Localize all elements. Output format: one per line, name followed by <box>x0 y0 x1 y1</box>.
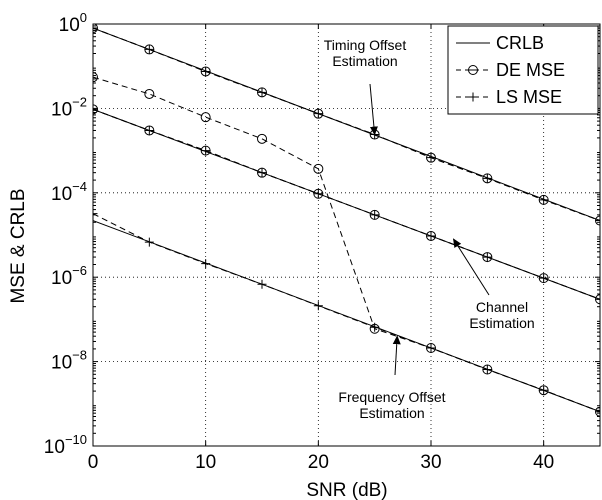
de-mse-frequency-point <box>200 112 211 123</box>
x-tick-label: 10 <box>195 452 216 473</box>
ls-mse-channel-point <box>539 273 549 283</box>
ls-mse-timing-point <box>201 66 211 76</box>
ls-mse-timing-point <box>539 195 549 205</box>
annotation-timing-offset-text: Timing Offset Estimation <box>324 37 407 69</box>
ls-mse-channel-point <box>482 252 492 262</box>
ls-mse-channel-point <box>201 146 211 156</box>
x-tick-label: 20 <box>308 452 329 473</box>
annotations: Timing Offset Estimation Channel Estimation… <box>324 37 535 421</box>
x-tick-label: 30 <box>420 452 441 473</box>
y-tick-label: 10−10 <box>44 432 87 458</box>
ls-mse-timing-point <box>482 173 492 183</box>
legend-label-de-mse: DE MSE <box>496 60 565 80</box>
x-tick-label: 40 <box>533 452 554 473</box>
ls-mse-frequency-point <box>257 279 267 289</box>
ls-mse-channel-line <box>93 108 600 300</box>
y-axis-title: MSE & CRLB <box>8 188 29 303</box>
ls-mse-channel-point <box>313 189 323 199</box>
y-tick-label: 10−8 <box>51 348 87 374</box>
legend: CRLB DE MSE LS MSE <box>447 25 599 115</box>
ls-mse-timing-point <box>595 216 600 226</box>
x-axis-title: SNR (dB) <box>306 480 387 500</box>
ls-mse-frequency-point <box>482 364 492 374</box>
ls-mse-channel-point <box>144 125 154 135</box>
ls-mse-timing-line <box>93 27 600 222</box>
de-mse-frequency-point <box>144 88 155 99</box>
ls-mse-timing-point <box>426 153 436 163</box>
y-tick-label: 100 <box>59 10 87 36</box>
de-mse-frequency-point <box>93 72 98 83</box>
ls-mse-frequency-point <box>539 385 549 395</box>
ls-mse-frequency-point <box>144 237 154 247</box>
ls-mse-frequency-point <box>595 407 600 417</box>
ls-mse-channel-point <box>370 210 380 220</box>
legend-label-crlb: CRLB <box>496 33 544 53</box>
y-tick-label: 10−6 <box>51 263 87 289</box>
ls-mse-frequency-point <box>370 322 380 332</box>
y-tick-label: 10−4 <box>51 179 87 205</box>
de-mse-frequency-point <box>313 163 324 174</box>
ls-mse-timing-point <box>313 109 323 119</box>
annotation-frequency-offset-arrow <box>392 335 401 376</box>
ls-mse-frequency-line <box>93 213 600 413</box>
ls-mse-channel-point <box>257 168 267 178</box>
ls-mse-channel-point <box>426 231 436 241</box>
plot-frame <box>92 23 601 447</box>
legend-marker-de-mse <box>468 65 478 75</box>
ls-mse-timing-point <box>257 87 267 97</box>
legend-label-ls-mse: LS MSE <box>496 87 562 107</box>
ls-mse-timing-point <box>144 44 154 54</box>
y-tick-label: 10−2 <box>51 94 87 120</box>
annotation-timing-offset-arrow <box>369 83 378 136</box>
annotation-channel-arrow <box>452 238 490 296</box>
plot-series <box>93 24 600 417</box>
x-tick-label: 0 <box>88 452 99 473</box>
ls-mse-frequency-point <box>313 301 323 311</box>
ls-mse-frequency-point <box>93 209 98 219</box>
legend-marker-ls-mse <box>468 92 478 102</box>
axes: 0 10 20 30 40 100 10−2 10−4 10−6 10−8 10−10 <box>44 10 601 473</box>
annotation-frequency-offset-text: Frequency Offset Estimation <box>338 389 445 421</box>
ls-mse-frequency-point <box>426 343 436 353</box>
annotation-channel-text: Channel Estimation <box>469 299 534 331</box>
ls-mse-channel-point <box>93 104 98 114</box>
de-mse-frequency-point <box>257 133 267 144</box>
ls-mse-frequency-point <box>201 259 211 269</box>
